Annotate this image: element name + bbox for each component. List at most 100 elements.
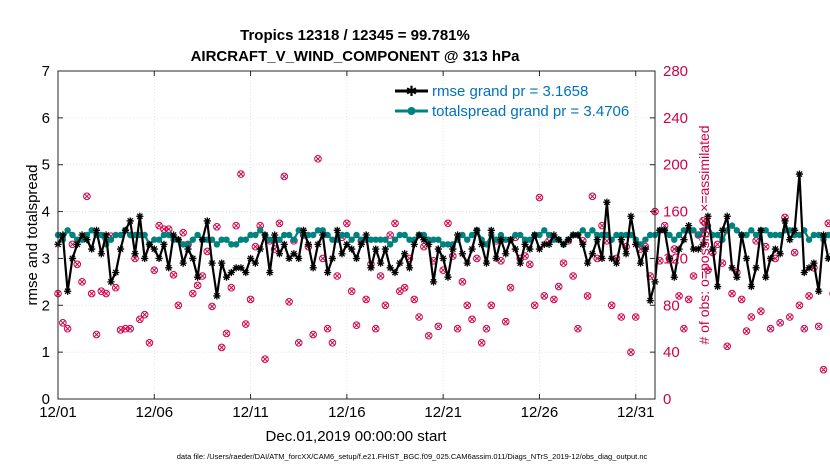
rmse-point xyxy=(646,297,654,305)
rmse-point xyxy=(121,226,130,234)
obs-possible-point xyxy=(280,172,289,181)
rmse-point xyxy=(454,231,462,239)
obs-assimilated-point xyxy=(377,273,384,279)
totalspread-point xyxy=(675,231,683,239)
rmse-point xyxy=(444,273,452,281)
totalspread-point xyxy=(492,236,500,243)
x-tick-label-0: 12/01 xyxy=(39,404,77,421)
totalspread-point xyxy=(695,231,702,239)
rmse-point xyxy=(386,264,394,272)
obs-assimilated-point xyxy=(276,220,283,226)
obs-possible-point xyxy=(468,315,476,324)
rmse-point xyxy=(526,245,534,253)
obs-assimilated-point xyxy=(397,288,403,294)
obs-assimilated-point xyxy=(286,299,292,305)
totalspread-point xyxy=(353,231,360,239)
rmse-point xyxy=(256,245,264,253)
rmse-point xyxy=(463,259,471,267)
obs-assimilated-point xyxy=(334,273,340,279)
rmse-point xyxy=(295,254,303,263)
rmse-point xyxy=(213,292,221,300)
obs-assimilated-point xyxy=(816,323,822,330)
obs-assimilated-point xyxy=(454,326,461,332)
obs-possible-point xyxy=(232,221,240,230)
obs-assimilated-point xyxy=(214,224,220,230)
rmse-point xyxy=(752,264,760,272)
obs-possible-point xyxy=(92,330,101,339)
obs-possible-point xyxy=(463,301,472,310)
rmse-point xyxy=(150,245,158,253)
totalspread-point xyxy=(151,236,158,243)
obs-assimilated-point xyxy=(604,238,610,244)
rmse-point xyxy=(391,268,399,277)
rmse-point xyxy=(261,231,269,239)
rmse-point xyxy=(232,264,240,272)
rmse-point xyxy=(824,254,830,263)
legend: ✱ rmse grand pr = 3.1658 totalspread gra… xyxy=(395,83,629,120)
totalspread-point xyxy=(218,236,225,243)
rmse-point xyxy=(333,226,341,234)
totalspread-point xyxy=(98,231,105,239)
obs-assimilated-point xyxy=(763,244,769,250)
obs-assimilated-point xyxy=(469,316,475,322)
rmse-point xyxy=(593,236,601,244)
obs-possible-point xyxy=(309,330,317,339)
obs-possible-point xyxy=(136,315,144,324)
totalspread-point xyxy=(825,231,830,239)
rmse-point xyxy=(131,250,139,258)
rmse-point xyxy=(136,212,144,220)
rmse-point xyxy=(83,236,91,244)
obs-assimilated-point xyxy=(142,312,148,318)
totalspread-point xyxy=(589,227,596,234)
obs-assimilated-point xyxy=(488,302,494,308)
obs-possible-point xyxy=(121,324,130,333)
rmse-point xyxy=(641,245,649,253)
obs-possible-point xyxy=(237,170,245,178)
rmse-point xyxy=(689,245,698,253)
rmse-point xyxy=(627,212,635,220)
totalspread-point xyxy=(276,236,283,243)
obs-assimilated-point xyxy=(60,320,66,326)
obs-assimilated-point xyxy=(252,244,259,250)
totalspread-point xyxy=(285,231,293,239)
rmse-point xyxy=(603,198,611,206)
obs-assimilated-point xyxy=(103,290,109,297)
totalspread-point xyxy=(728,222,736,229)
totalspread-point xyxy=(521,236,529,243)
obs-assimilated-point xyxy=(748,314,754,320)
obs-possible-point xyxy=(140,310,149,319)
y-right-tick-label-2: 80 xyxy=(663,297,680,314)
rmse-point xyxy=(531,231,539,239)
totalspread-point xyxy=(242,236,249,243)
obs-assimilated-point xyxy=(719,260,726,266)
rmse-point xyxy=(304,240,312,248)
y-left-tick-label-0: 0 xyxy=(42,391,50,408)
totalspread-point xyxy=(613,231,620,239)
obs-possible-point xyxy=(766,324,775,333)
totalspread-point xyxy=(435,236,442,243)
obs-assimilated-point xyxy=(233,222,239,229)
rmse-point xyxy=(449,245,457,253)
rmse-point xyxy=(338,250,346,258)
totalspread-point xyxy=(536,231,543,239)
rmse-point xyxy=(97,250,105,258)
rmse-point xyxy=(376,259,385,267)
totalspread-point xyxy=(796,231,803,239)
obs-assimilated-point xyxy=(194,282,201,289)
rmse-point xyxy=(511,245,519,253)
totalspread-point xyxy=(295,227,302,234)
y-right-tick-label-7: 280 xyxy=(663,63,688,80)
rmse-point xyxy=(116,245,125,253)
rmse-point xyxy=(280,240,288,248)
obs-possible-point xyxy=(400,283,409,292)
obs-possible-point xyxy=(78,278,86,286)
rmse-point xyxy=(709,245,717,253)
obs-assimilated-point xyxy=(690,273,697,279)
totalspread-point xyxy=(112,231,119,239)
totalspread-point xyxy=(805,236,813,243)
rmse-point xyxy=(314,240,322,248)
rmse-point xyxy=(598,254,606,263)
rmse-point xyxy=(415,231,423,239)
obs-assimilated-point xyxy=(219,344,225,351)
